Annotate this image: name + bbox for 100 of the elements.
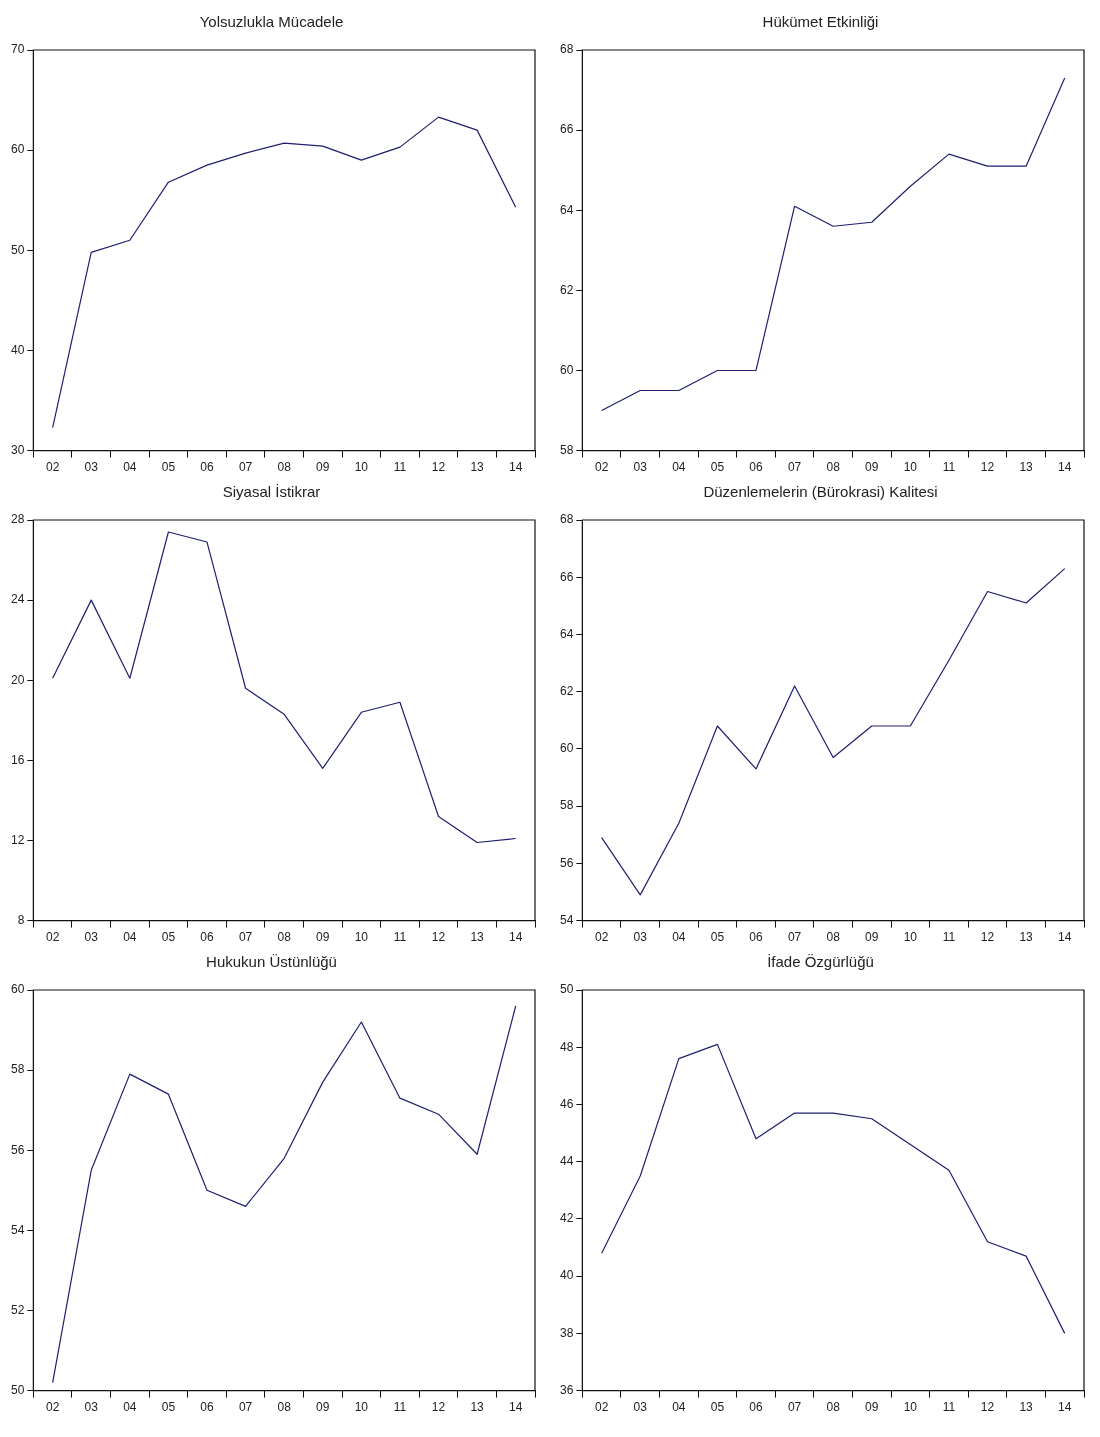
x-tick-label: 07 (787, 930, 802, 945)
x-tick-label: 10 (903, 460, 918, 475)
y-tick-label: 58 (559, 798, 574, 813)
y-tick-label: 64 (559, 626, 574, 641)
y-tick-label: 30 (10, 442, 25, 457)
y-tick-label: 56 (559, 855, 574, 870)
x-tick-label: 07 (238, 1400, 253, 1415)
x-tick-label: 09 (316, 1400, 330, 1415)
y-tick-label: 38 (559, 1325, 574, 1340)
x-tick-label: 03 (633, 1400, 648, 1415)
chart-title: Hukukun Üstünlüğü (206, 953, 337, 971)
x-tick-label: 03 (84, 930, 99, 945)
x-tick-label: 11 (393, 1400, 407, 1415)
x-tick-label: 05 (710, 1400, 725, 1415)
chart-title: Yolsuzlukla Mücadele (199, 13, 344, 31)
y-tick-label: 8 (17, 912, 25, 927)
y-tick-label: 54 (10, 1222, 25, 1237)
y-tick-label: 40 (10, 342, 25, 357)
x-tick-label: 05 (161, 1400, 176, 1415)
y-tick-label: 44 (559, 1154, 574, 1168)
x-tick-label: 09 (316, 460, 330, 475)
y-tick-label: 40 (559, 1268, 574, 1283)
x-tick-label: 02 (594, 460, 609, 475)
x-tick-label: 08 (277, 930, 292, 945)
y-tick-label: 52 (10, 1302, 25, 1317)
y-tick-label: 68 (559, 512, 574, 527)
x-tick-label: 07 (238, 460, 253, 475)
x-tick-label: 04 (672, 930, 686, 945)
x-tick-label: 06 (200, 1400, 214, 1415)
x-tick-label: 03 (633, 460, 648, 475)
x-tick-label: 02 (594, 930, 609, 945)
x-tick-label: 04 (672, 1400, 686, 1415)
x-tick-label: 11 (942, 930, 956, 945)
x-tick-label: 12 (431, 460, 446, 475)
chart-title: Düzenlemelerin (Bürokrasi) Kalitesi (703, 483, 938, 501)
x-tick-label: 14 (509, 930, 523, 945)
y-tick-label: 50 (10, 242, 25, 257)
x-tick-label: 13 (470, 930, 485, 945)
x-tick-label: 10 (903, 1400, 918, 1415)
x-tick-label: 11 (942, 1400, 956, 1415)
x-tick-label: 10 (354, 460, 369, 475)
x-tick-label: 08 (826, 460, 841, 475)
y-tick-label: 58 (10, 1062, 25, 1077)
x-tick-label: 02 (594, 1400, 609, 1415)
x-tick-label: 13 (470, 1400, 485, 1415)
x-tick-label: 04 (672, 460, 686, 475)
y-tick-label: 16 (10, 752, 25, 767)
x-tick-label: 05 (710, 460, 725, 475)
y-tick-label: 60 (559, 741, 574, 756)
x-tick-label: 12 (980, 460, 995, 475)
x-tick-label: 07 (787, 1400, 802, 1415)
x-tick-label: 03 (84, 460, 99, 475)
x-tick-label: 09 (865, 930, 879, 945)
x-tick-label: 09 (865, 1400, 879, 1415)
y-tick-label: 66 (559, 122, 574, 137)
x-tick-label: 08 (826, 1400, 841, 1415)
x-tick-label: 11 (393, 460, 407, 475)
y-tick-label: 70 (10, 42, 25, 57)
chart-title: Siyasal İstikrar (222, 483, 321, 501)
x-tick-label: 07 (238, 930, 253, 945)
y-tick-label: 68 (559, 42, 574, 57)
x-tick-label: 13 (1019, 930, 1034, 945)
x-tick-label: 10 (354, 1400, 369, 1415)
y-tick-label: 50 (559, 982, 574, 997)
y-tick-label: 62 (559, 282, 574, 297)
x-tick-label: 03 (84, 1400, 99, 1415)
x-tick-label: 05 (161, 930, 176, 945)
y-tick-label: 60 (10, 142, 25, 157)
x-tick-label: 10 (354, 930, 369, 945)
x-tick-label: 08 (277, 460, 292, 475)
x-tick-label: 13 (1019, 460, 1034, 475)
y-tick-label: 20 (10, 672, 25, 687)
y-tick-label: 42 (559, 1211, 574, 1226)
x-tick-label: 13 (1019, 1400, 1034, 1415)
y-tick-label: 12 (10, 832, 25, 847)
x-tick-label: 05 (710, 930, 725, 945)
x-tick-label: 14 (1058, 930, 1072, 945)
y-tick-label: 58 (559, 442, 574, 457)
x-tick-label: 11 (942, 460, 956, 475)
x-tick-label: 13 (470, 460, 485, 475)
y-tick-label: 64 (559, 202, 574, 217)
x-tick-label: 06 (749, 930, 763, 945)
x-tick-label: 03 (633, 930, 648, 945)
chart-title: İfade Özgürlüğü (767, 953, 874, 971)
x-tick-label: 02 (45, 460, 60, 475)
x-tick-label: 12 (431, 930, 446, 945)
x-tick-label: 10 (903, 930, 918, 945)
x-tick-label: 08 (826, 930, 841, 945)
y-tick-label: 56 (10, 1142, 25, 1157)
x-tick-label: 07 (787, 460, 802, 475)
x-tick-label: 12 (980, 930, 995, 945)
x-tick-label: 06 (200, 460, 214, 475)
x-tick-label: 02 (45, 930, 60, 945)
y-tick-label: 28 (10, 512, 25, 527)
x-tick-label: 09 (865, 460, 879, 475)
y-tick-label: 66 (559, 569, 574, 584)
x-tick-label: 04 (123, 930, 137, 945)
y-tick-label: 36 (559, 1382, 574, 1397)
y-tick-label: 46 (559, 1096, 574, 1111)
x-tick-label: 08 (277, 1400, 292, 1415)
